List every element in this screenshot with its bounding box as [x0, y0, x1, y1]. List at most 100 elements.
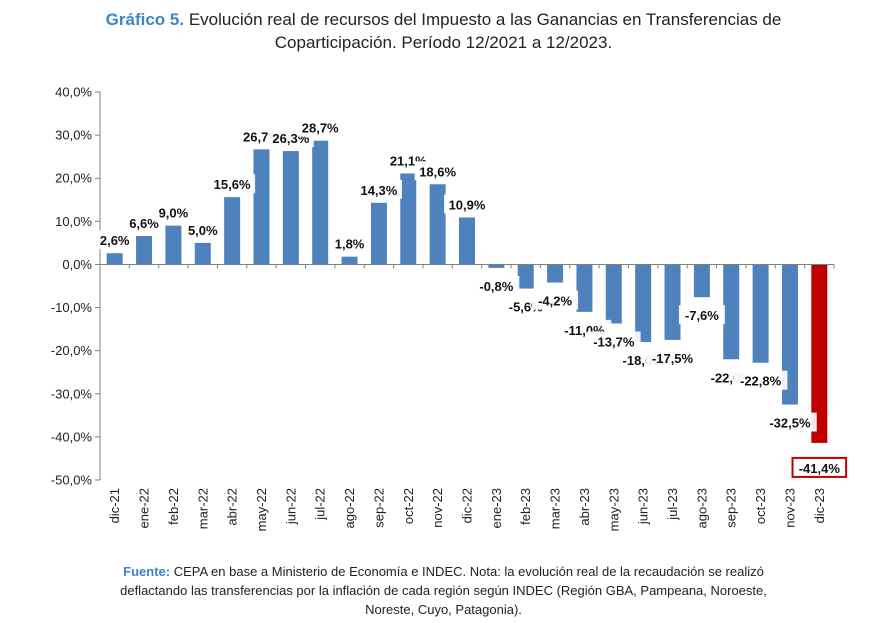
x-tick-label-ago-22: ago-22 — [342, 488, 357, 528]
bar-nov-22 — [429, 184, 446, 265]
bar-ene-22 — [136, 235, 153, 265]
data-label-jul-23: -17,5% — [645, 347, 700, 367]
bar-dic-23 — [811, 264, 828, 443]
data-label-box — [678, 305, 725, 325]
data-label-text: -7,6% — [685, 308, 719, 323]
bar-dic-21 — [106, 253, 123, 265]
data-label-mar-23: -4,2% — [532, 290, 579, 310]
x-tick-label-mar-22: mar-22 — [195, 488, 210, 529]
data-label-box — [733, 370, 788, 390]
y-tick-label: 20,0% — [55, 171, 92, 186]
data-label-text: 5,0% — [188, 223, 218, 238]
bar-jun-22 — [282, 151, 299, 265]
bar-mar-22 — [194, 242, 211, 265]
data-label-text: -4,2% — [538, 294, 572, 309]
y-tick-label: 10,0% — [55, 214, 92, 229]
x-tick-label-sep-22: sep-22 — [371, 488, 386, 528]
title-line-2: Coparticipación. Período 12/2021 a 12/20… — [274, 33, 613, 52]
x-tick-label-dic-21: dic-21 — [107, 488, 122, 523]
data-label-text: 18,6% — [419, 164, 456, 179]
data-label-jul-22: 28,7% — [297, 117, 344, 137]
bar-abr-22 — [224, 197, 241, 265]
data-label-text: -17,5% — [652, 351, 694, 366]
data-label-text: 15,6% — [214, 177, 251, 192]
x-tick-label-sep-23: sep-23 — [724, 488, 739, 528]
x-tick-label-may-22: may-22 — [254, 488, 269, 531]
source-note: Fuente: CEPA en base a Ministerio de Eco… — [20, 562, 867, 619]
bar-feb-23 — [517, 264, 534, 289]
data-label-text: 2,6% — [100, 233, 130, 248]
data-label-ago-22: 1,8% — [330, 233, 369, 253]
source-text-1: CEPA en base a Ministerio de Economía e … — [173, 564, 764, 579]
x-tick-label-jun-23: jun-23 — [636, 488, 651, 525]
source-text-3: Noreste, Cuyo, Patagonia). — [365, 602, 522, 617]
chart-title: Gráfico 5. Evolución real de recursos de… — [0, 8, 887, 54]
title-lead: Gráfico 5. — [105, 10, 185, 29]
y-tick-label: -30,0% — [51, 386, 93, 401]
x-tick-label-jun-22: jun-22 — [283, 488, 298, 525]
source-lead: Fuente: — [123, 564, 171, 579]
bar-ago-22 — [341, 256, 358, 265]
data-label-box — [532, 290, 579, 310]
data-label-box — [95, 230, 134, 250]
x-tick-label-abr-22: abr-22 — [225, 488, 240, 526]
data-label-ago-23: -7,6% — [678, 305, 725, 325]
bar-feb-22 — [165, 225, 182, 265]
data-label-text: -0,8% — [479, 279, 513, 294]
data-label-box — [791, 456, 848, 478]
data-label-dic-22: 10,9% — [444, 194, 490, 214]
data-label-text: -22,8% — [740, 374, 782, 389]
y-tick-label: -20,0% — [51, 343, 93, 358]
bar-ago-23 — [693, 264, 710, 298]
bar-sep-22 — [370, 202, 387, 265]
data-label-text: 6,6% — [129, 216, 159, 231]
x-tick-label-abr-23: abr-23 — [577, 488, 592, 526]
data-label-box — [645, 347, 700, 367]
bar-may-23 — [605, 264, 622, 324]
x-tick-label-ene-22: ene-22 — [137, 488, 152, 528]
data-label-nov-23: -32,5% — [763, 412, 817, 432]
y-tick-label: 30,0% — [55, 128, 92, 143]
bar-oct-23 — [752, 264, 769, 363]
bar-sep-23 — [723, 264, 740, 360]
data-label-ene-23: -0,8% — [473, 275, 520, 295]
y-tick-label: 40,0% — [55, 85, 92, 100]
x-tick-label-may-23: may-23 — [606, 488, 621, 531]
x-tick-label-jul-23: jul-23 — [665, 488, 680, 521]
x-tick-label-nov-23: nov-23 — [782, 488, 797, 528]
data-label-nov-22: 18,6% — [414, 161, 461, 181]
x-tick-label-ago-23: ago-23 — [694, 488, 709, 528]
bar-abr-23 — [576, 264, 593, 312]
bar-ene-23 — [488, 264, 505, 268]
x-tick-label-feb-22: feb-22 — [166, 488, 181, 525]
data-label-feb-22: 9,0% — [154, 202, 193, 222]
x-tick-label-jul-22: jul-22 — [313, 488, 328, 521]
data-label-box — [444, 194, 490, 214]
y-tick-label: -50,0% — [51, 473, 93, 488]
data-label-sep-22: 14,3% — [355, 179, 402, 199]
title-line-1: Evolución real de recursos del Impuesto … — [188, 10, 782, 29]
data-label-box — [473, 275, 520, 295]
x-tick-label-feb-23: feb-23 — [518, 488, 533, 525]
x-tick-label-nov-22: nov-22 — [430, 488, 445, 528]
data-label-text: -32,5% — [769, 416, 811, 431]
data-label-oct-23: -22,8% — [733, 370, 788, 390]
data-label-text: -13,7% — [593, 335, 635, 350]
bar-jul-23 — [664, 264, 681, 340]
data-label-box — [414, 161, 461, 181]
data-label-text: 28,7% — [302, 121, 339, 136]
bar-jul-22 — [312, 140, 329, 265]
data-label-box — [587, 331, 641, 351]
bar-jun-23 — [635, 264, 652, 343]
x-tick-label-oct-22: oct-22 — [401, 488, 416, 524]
data-label-dic-21: 2,6% — [95, 230, 134, 250]
bar-dic-22 — [459, 217, 475, 265]
data-label-box — [763, 412, 817, 432]
bar-may-22 — [253, 149, 270, 265]
data-label-text: 10,9% — [449, 197, 486, 212]
y-tick-label: -10,0% — [51, 300, 93, 315]
data-label-box — [330, 233, 369, 253]
data-label-abr-22: 15,6% — [209, 174, 256, 194]
data-label-may-23: -13,7% — [587, 331, 641, 351]
